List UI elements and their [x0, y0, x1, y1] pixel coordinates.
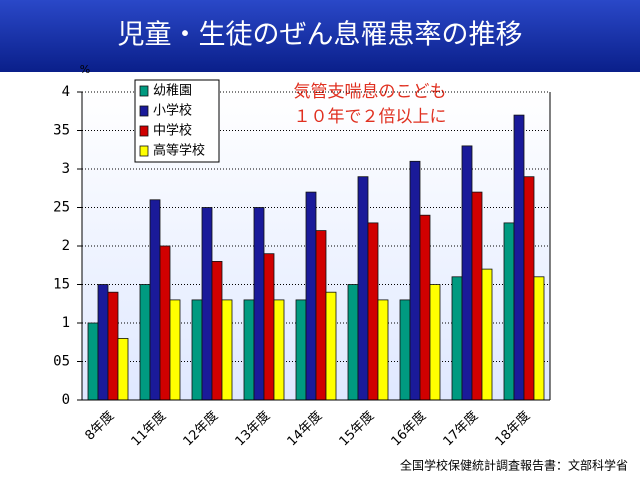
bar	[367, 222, 379, 401]
bar	[377, 299, 389, 401]
y-tick-label: 4	[62, 84, 70, 100]
bar	[523, 176, 535, 401]
legend-label: 小学校	[153, 103, 192, 119]
bar	[97, 284, 109, 401]
y-tick-label: 05	[53, 354, 70, 370]
x-tick-label: 12年度	[180, 408, 221, 449]
bar	[117, 337, 129, 401]
bar	[305, 191, 317, 401]
x-tick-label: 8年度	[82, 408, 118, 444]
x-tick-label: 13年度	[232, 408, 273, 449]
y-axis-label: %	[80, 63, 90, 76]
legend-swatch	[139, 105, 149, 117]
x-tick-label: 11年度	[128, 408, 169, 449]
bar	[221, 299, 233, 401]
y-tick-label: 25	[53, 200, 70, 216]
x-tick-label: 14年度	[284, 408, 325, 449]
bar	[357, 176, 369, 401]
bar	[159, 245, 171, 401]
bar	[429, 284, 441, 401]
bar	[471, 191, 483, 401]
bar	[481, 268, 493, 401]
bar	[211, 260, 223, 401]
bar	[533, 276, 545, 401]
y-tick-label: 2	[62, 238, 70, 254]
title-bar	[0, 0, 640, 72]
bar	[139, 284, 151, 401]
legend-swatch	[139, 85, 149, 97]
bar	[347, 284, 359, 401]
x-tick-label: 18年度	[492, 408, 533, 449]
bar	[461, 145, 473, 401]
bar	[273, 299, 285, 401]
bar	[191, 299, 203, 401]
bar	[87, 322, 99, 401]
bar	[201, 207, 213, 401]
bar	[295, 299, 307, 401]
bar	[513, 114, 525, 401]
x-tick-label: 15年度	[336, 408, 377, 449]
legend-box	[134, 79, 220, 163]
legend-swatch	[139, 125, 149, 137]
bar	[451, 276, 463, 401]
annotation: １０年で２倍以上に	[294, 107, 447, 127]
bar	[399, 299, 411, 401]
bar	[503, 222, 515, 401]
y-tick-label: 15	[53, 277, 70, 293]
legend-label: 幼稚園	[153, 84, 192, 99]
bar	[107, 291, 119, 401]
y-tick-label: 3	[62, 161, 70, 177]
chart-title: 児童・生徒のぜん息罹患率の推移	[118, 20, 523, 51]
x-tick-label: 17年度	[440, 408, 481, 449]
y-tick-label: 1	[62, 315, 70, 331]
bar	[263, 253, 275, 401]
legend-swatch	[139, 145, 149, 157]
y-tick-label: 0	[62, 392, 70, 408]
bar	[419, 214, 431, 401]
bar	[243, 299, 255, 401]
bar	[409, 160, 421, 401]
bar	[253, 207, 265, 401]
legend-label: 高等学校	[153, 143, 205, 159]
y-tick-label: 35	[53, 123, 70, 139]
bar	[325, 291, 337, 401]
legend-label: 中学校	[153, 123, 192, 139]
bar	[169, 299, 181, 401]
bar	[149, 199, 161, 401]
source: 全国学校保健統計調査報告書：文部科学省	[400, 458, 628, 473]
bar	[315, 230, 327, 401]
x-tick-label: 16年度	[388, 408, 429, 449]
